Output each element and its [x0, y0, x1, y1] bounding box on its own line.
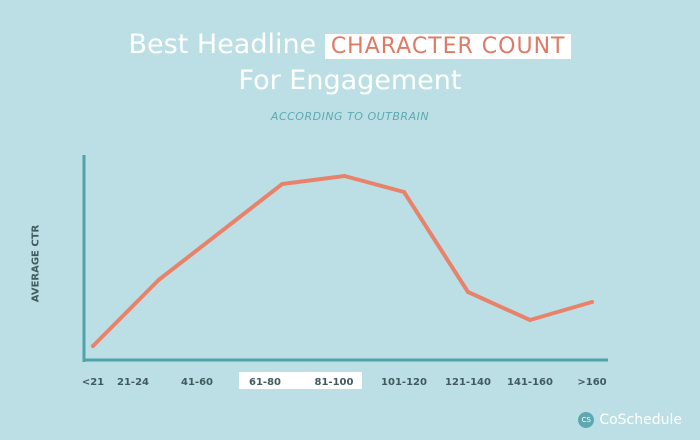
data-point [280, 182, 285, 186]
x-tick-label: 21-24 [117, 377, 149, 388]
title-text: Best Headline [128, 29, 317, 60]
x-tick-label: 81-100 [315, 377, 354, 388]
highlight-box [239, 372, 362, 389]
data-point [466, 290, 470, 294]
x-tick-label: >160 [577, 377, 606, 388]
coschedule-icon: CS [578, 412, 595, 428]
x-tick-label: 41-60 [181, 377, 213, 388]
brand-name: CoSchedule [599, 412, 682, 428]
data-point [91, 344, 95, 348]
data-point [402, 190, 406, 194]
x-tick-label: 61-80 [249, 377, 281, 388]
data-point [590, 300, 594, 304]
x-tick-label: 141-160 [507, 377, 553, 388]
data-point [342, 174, 347, 178]
x-tick-label: 121-140 [445, 377, 491, 388]
data-point [528, 318, 532, 322]
brand-logo: CS CoSchedule [578, 412, 682, 428]
data-point [156, 278, 161, 282]
title-line-1: Best Headline CHARACTER COUNT [0, 28, 700, 64]
x-tick-label: 101-120 [381, 377, 427, 388]
title-highlight: CHARACTER COUNT [324, 34, 572, 59]
title-line-2: For Engagement [238, 65, 462, 96]
ctr-line [91, 174, 594, 348]
x-tick-label: <21 [82, 377, 104, 388]
subtitle: ACCORDING TO OUTBRAIN [270, 110, 430, 123]
